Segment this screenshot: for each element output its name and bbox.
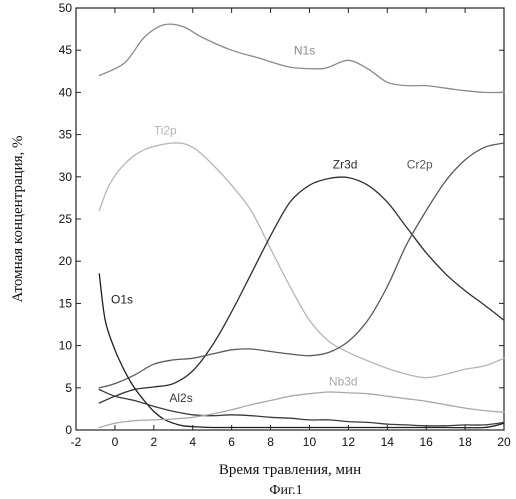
y-tick-label: 20 xyxy=(59,254,73,268)
plot-frame xyxy=(76,8,504,430)
y-tick-label: 45 xyxy=(59,43,73,57)
series-label-n1s: N1s xyxy=(294,43,315,57)
y-tick-label: 35 xyxy=(59,128,73,142)
x-tick-label: 20 xyxy=(497,435,511,449)
series-line-nb3d xyxy=(99,392,504,428)
x-tick-label: 4 xyxy=(189,435,196,449)
y-tick-label: 40 xyxy=(59,85,73,99)
x-tick-label: 6 xyxy=(228,435,235,449)
series-line-cr2p xyxy=(99,143,504,388)
y-tick-label: 0 xyxy=(65,423,72,437)
x-tick-label: 14 xyxy=(381,435,395,449)
series-label-al2s: Al2s xyxy=(169,391,192,405)
x-axis-title: Время травления, мин xyxy=(219,462,361,478)
axis-ticks: -20246810121416182005101520253035404550 xyxy=(59,1,511,449)
x-tick-label: 0 xyxy=(112,435,119,449)
x-tick-label: 12 xyxy=(342,435,356,449)
y-axis-title: Атомная концентрация, % xyxy=(10,135,26,302)
series-line-zr3d xyxy=(99,177,504,403)
x-tick-label: 10 xyxy=(303,435,317,449)
series-line-n1s xyxy=(99,24,504,92)
series-group xyxy=(99,24,504,428)
y-tick-label: 50 xyxy=(59,1,73,15)
series-line-ti2p xyxy=(99,143,504,378)
x-tick-label: 18 xyxy=(458,435,472,449)
series-labels: N1s Ti2p Zr3d Cr2p O1s Al2s Nb3d xyxy=(111,43,433,405)
x-tick-label: 8 xyxy=(267,435,274,449)
series-label-nb3d: Nb3d xyxy=(329,374,358,388)
y-tick-label: 25 xyxy=(59,212,73,226)
series-label-cr2p: Cr2p xyxy=(407,157,433,171)
series-label-ti2p: Ti2p xyxy=(154,124,177,138)
x-tick-label: -2 xyxy=(71,435,82,449)
y-tick-label: 15 xyxy=(59,296,73,310)
y-tick-label: 30 xyxy=(59,170,73,184)
series-label-zr3d: Zr3d xyxy=(333,157,358,171)
y-tick-label: 10 xyxy=(59,339,73,353)
y-tick-label: 5 xyxy=(65,381,72,395)
series-label-o1s: O1s xyxy=(111,292,133,306)
x-tick-label: 2 xyxy=(150,435,157,449)
figure-caption: Фиг.1 xyxy=(269,483,302,498)
x-tick-label: 16 xyxy=(420,435,434,449)
